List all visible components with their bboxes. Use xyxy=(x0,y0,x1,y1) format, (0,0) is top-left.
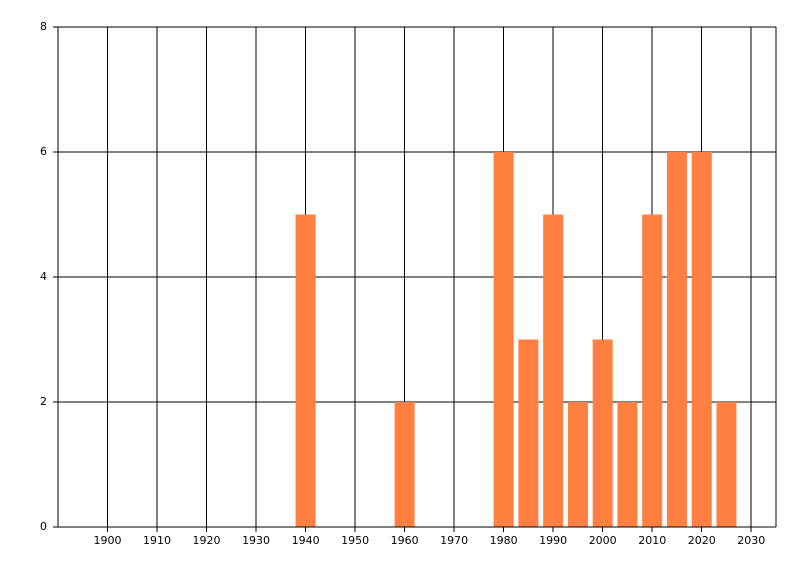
bar xyxy=(567,402,588,527)
bar xyxy=(493,152,514,527)
bar xyxy=(642,214,663,527)
bar xyxy=(295,214,316,527)
y-tick-label: 2 xyxy=(40,395,47,408)
bar xyxy=(518,339,539,527)
x-tick-label: 2010 xyxy=(638,534,666,547)
bar xyxy=(691,152,712,527)
x-tick-label: 1930 xyxy=(242,534,270,547)
bar xyxy=(666,152,687,527)
bar xyxy=(592,339,613,527)
x-tick-label: 2020 xyxy=(688,534,716,547)
y-tick-label: 4 xyxy=(40,270,47,283)
y-tick-label: 0 xyxy=(40,520,47,533)
x-tick-label: 1940 xyxy=(292,534,320,547)
x-tick-label: 2000 xyxy=(589,534,617,547)
x-tick-label: 1980 xyxy=(490,534,518,547)
y-tick-label: 6 xyxy=(40,145,47,158)
x-tick-label: 1960 xyxy=(391,534,419,547)
bar xyxy=(543,214,564,527)
x-tick-label: 1950 xyxy=(341,534,369,547)
y-tick-label: 8 xyxy=(40,20,47,33)
bar xyxy=(617,402,638,527)
x-tick-label: 1990 xyxy=(539,534,567,547)
x-tick-label: 1970 xyxy=(440,534,468,547)
bar xyxy=(716,402,737,527)
x-tick-label: 1900 xyxy=(94,534,122,547)
x-tick-label: 1920 xyxy=(193,534,221,547)
bar xyxy=(394,402,415,527)
x-tick-label: 1910 xyxy=(143,534,171,547)
x-tick-label: 2030 xyxy=(737,534,765,547)
